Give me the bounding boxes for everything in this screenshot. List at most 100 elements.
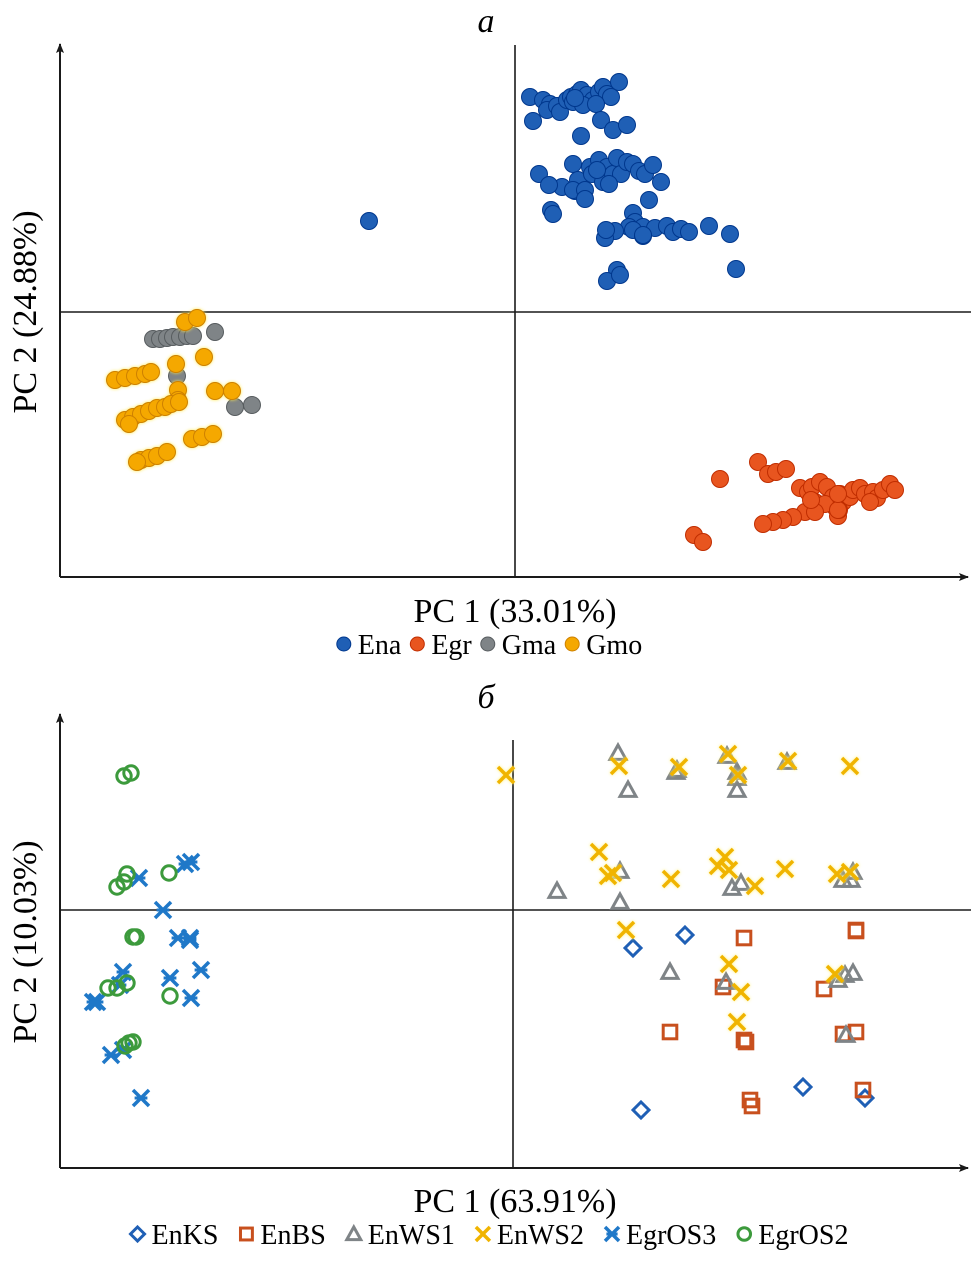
data-point-gmo [204,425,222,443]
data-point-gma [184,327,202,345]
data-point-gma [206,323,224,341]
panel-b-x-axis-title: PC 1 (63.91%) [413,1183,616,1220]
series-enks [622,924,876,1121]
data-point-gmo [195,348,213,366]
legend-marker-egros2 [736,1226,753,1242]
data-point-enbs [854,1081,872,1099]
data-point-ena [652,173,670,191]
data-point-gmo [128,453,146,471]
data-point-ena [634,226,652,244]
data-point-enws1 [726,778,748,798]
legend-label: Ena [358,630,402,661]
legend-item-egros2: EgrOS2 [736,1220,848,1251]
data-point-ena [610,73,628,91]
data-point-enws1 [609,890,631,910]
data-point-egros3 [153,900,173,920]
panel-a-y-axis-title: PC 2 (24.88%) [7,210,44,413]
data-point-ena [572,127,590,145]
panel-b-points [83,741,876,1121]
series-enws1 [546,741,864,1043]
legend-item-gma: Gma [480,630,557,661]
legend-item-ena: Ena [336,630,402,661]
panel-b-y-axis-title: PC 2 (10.03%) [7,840,44,1043]
legend-marker-ena [336,636,352,652]
data-point-enws2 [745,876,765,896]
data-point-egros3 [101,1045,121,1065]
data-point-enks [792,1076,814,1098]
data-point-egros2 [161,987,179,1005]
data-point-gma [243,396,261,414]
panel-b-legend: EnKS EnBS EnWS1 EnWS2 EgrOS3 EgrOS2 [128,1220,848,1251]
data-point-ena [644,156,662,174]
data-point-ena [576,190,594,208]
data-point-enws1 [730,871,752,891]
data-point-gma [226,398,244,416]
data-point-egr [886,481,904,499]
legend-item-enks: EnKS [128,1220,218,1251]
data-point-ena [640,191,658,209]
data-point-enws2 [731,982,751,1002]
data-point-enks [630,1099,652,1121]
panel-a-x-axis-title: PC 1 (33.01%) [413,593,616,630]
data-point-enws2 [603,863,623,883]
data-point-enws1 [546,879,568,899]
data-point-egros2 [99,979,117,997]
data-point-enks [622,937,644,959]
series-gmo [106,309,241,471]
data-point-ena [597,221,615,239]
data-point-egr [694,533,712,551]
data-point-egros2 [124,928,142,946]
data-point-egros3 [83,992,103,1012]
data-point-gmo [223,382,241,400]
data-point-ena [680,223,698,241]
data-point-ena [566,89,584,107]
data-point-ena [727,260,745,278]
data-point-egr [802,491,820,509]
data-point-egros3 [131,1088,151,1108]
data-point-enws1 [617,778,639,798]
data-point-enws1 [776,750,798,770]
data-point-egr [711,470,729,488]
panel-a-points [106,73,904,551]
legend-label: Gmo [586,630,642,661]
data-point-egr [861,493,879,511]
panel-b-label: б [477,679,496,716]
legend-label: EgrOS3 [626,1220,716,1251]
data-point-enws2 [718,744,738,764]
data-point-ena [602,88,620,106]
data-point-enws2 [825,964,845,984]
data-point-egros3 [160,968,180,988]
data-point-enws2 [775,859,795,879]
data-point-ena [700,217,718,235]
data-point-ena [721,225,739,243]
legend-label: Egr [431,630,472,661]
panel-a-legend: Ena Egr Gma Gmo [336,630,642,661]
data-point-enbs [847,921,865,939]
legend-item-gmo: Gmo [564,630,642,661]
data-point-egros2 [118,974,136,992]
data-point-enws2 [719,860,739,880]
data-point-ena [600,175,618,193]
data-point-enbs [743,1097,761,1115]
data-point-ena [544,205,562,223]
data-point-enws1 [659,960,681,980]
data-point-gmo [206,382,224,400]
data-point-egr [829,501,847,519]
legend-item-enbs: EnBS [238,1220,326,1251]
data-point-gmo [170,393,188,411]
data-point-enws2 [840,862,860,882]
data-point-enbs [815,980,833,998]
data-point-egros2 [124,1033,142,1051]
data-point-ena [587,95,605,113]
data-point-enws2 [727,1012,747,1032]
data-point-egros3 [175,854,195,874]
panel-b: б PC 1 (63.91%) PC 2 (10.03%) EnKS EnBS En… [7,679,971,1251]
data-point-egros3 [181,988,201,1008]
legend-marker-egros3 [603,1225,621,1243]
data-point-enws1 [835,1023,857,1043]
legend-marker-enws2 [474,1225,492,1243]
legend-marker-egr [409,636,425,652]
data-point-egros2 [122,764,140,782]
data-point-enws2 [715,847,735,867]
